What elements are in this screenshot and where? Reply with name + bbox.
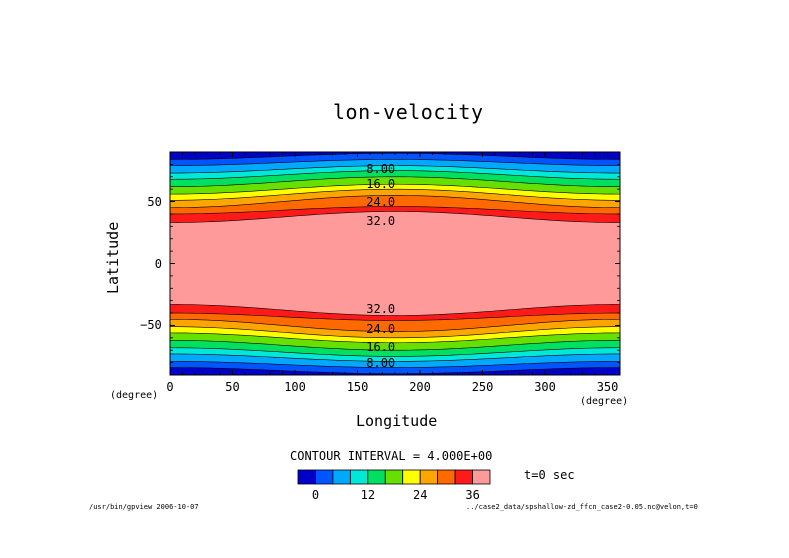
- colorbar-tick-label: 24: [412, 488, 428, 502]
- contour-label: 8.00: [366, 162, 396, 177]
- contour-band-north-5: [170, 176, 620, 195]
- contour-band-south-6: [170, 326, 620, 343]
- colorbar-swatch: [437, 469, 456, 485]
- colorbar-swatch: [297, 469, 316, 485]
- contour-band-south-9: [170, 304, 620, 321]
- y-axis-title: Latitude: [104, 221, 122, 294]
- colorbar-swatch: [349, 469, 369, 485]
- contour-band-center: [170, 211, 620, 316]
- x-tick-label: 300: [534, 380, 556, 394]
- contour-line: [169, 170, 621, 180]
- contour-line: [169, 188, 621, 201]
- contour-band-south-4: [170, 340, 620, 357]
- x-tick-label: 0: [166, 380, 174, 394]
- contour-band-north-4: [170, 170, 620, 187]
- y-tick-label: 50: [147, 194, 162, 209]
- colorbar-swatch: [367, 469, 386, 485]
- colorbar-swatch: [402, 469, 421, 485]
- x-tick-label: 350: [596, 380, 619, 394]
- contour-line: [169, 195, 621, 209]
- contour-band-south-7: [170, 319, 620, 338]
- contour-interval-text: CONTOUR INTERVAL = 4.000E+00: [290, 449, 493, 463]
- contour-band-south-2: [170, 353, 620, 368]
- colorbar-swatch: [419, 469, 439, 485]
- footer-right: ../case2_data/spshallow-zd_ffcn_case2-0.…: [466, 503, 698, 511]
- colorbar-swatch: [384, 469, 404, 485]
- contour-line: [169, 340, 621, 351]
- colorbar-tick-label: 36: [465, 488, 480, 502]
- contour-band-north-7: [170, 189, 620, 208]
- contour-label: 16.0: [366, 339, 396, 354]
- x-axis-unit: (degree): [580, 396, 629, 407]
- y-tick-label: −50: [140, 318, 162, 333]
- contour-band-south-5: [170, 332, 620, 351]
- contour-line: [169, 353, 621, 362]
- x-tick-label: 200: [409, 380, 431, 394]
- contour-line: [169, 361, 621, 368]
- contour-label: 32.0: [366, 214, 396, 229]
- contour-band-north-8: [170, 195, 620, 214]
- x-tick-label: 100: [284, 380, 306, 394]
- contour-bands: [169, 152, 621, 375]
- colorbar-tick-label: 12: [360, 488, 376, 502]
- chart-title: lon-velocity: [333, 100, 484, 124]
- y-axis-unit: (degree): [110, 390, 159, 401]
- x-axis-title: Longitude: [356, 412, 438, 430]
- x-tick-label: 50: [225, 380, 240, 394]
- contour-line: [169, 176, 621, 187]
- contour-label: 16.0: [366, 177, 396, 192]
- contour-band-south-3: [170, 347, 620, 362]
- contour-line: [169, 211, 621, 223]
- contour-band-north-2: [170, 159, 620, 174]
- x-tick-label: 250: [471, 380, 494, 394]
- contour-line: [169, 304, 621, 316]
- contour-label: 24.0: [366, 194, 396, 209]
- colorbar-tick-label: 0: [311, 488, 320, 502]
- contour-band-north-3: [170, 165, 620, 180]
- contour-band-south-8: [170, 313, 620, 332]
- colorbar-swatch: [472, 469, 491, 485]
- y-axis-ticks: [170, 163, 620, 364]
- footer-left: /usr/bin/gpview 2006-10-07: [89, 503, 199, 511]
- contour-line: [169, 312, 621, 321]
- x-tick-label: 150: [346, 380, 369, 394]
- colorbar-swatch: [332, 469, 351, 485]
- contour-line: [169, 165, 621, 174]
- contour-line: [169, 326, 621, 339]
- contour-band-north-6: [170, 184, 620, 201]
- contour-line: [169, 318, 621, 332]
- contour-line: [169, 183, 621, 195]
- contour-label: 24.0: [366, 322, 396, 337]
- colorbar-swatch: [454, 469, 473, 485]
- y-tick-label: 0: [154, 256, 162, 271]
- contour-line: [169, 332, 621, 344]
- colorbar-swatch: [315, 469, 334, 485]
- contour-label: 8.00: [366, 355, 396, 370]
- x-axis-ticks: [169, 152, 608, 375]
- contour-line: [169, 347, 621, 357]
- contour-band-north-9: [170, 206, 620, 223]
- colorbar: [297, 469, 491, 485]
- contour-label: 32.0: [366, 302, 396, 317]
- contour-line: [169, 159, 621, 166]
- contour-line: [169, 206, 621, 215]
- time-label: t=0 sec: [524, 468, 575, 482]
